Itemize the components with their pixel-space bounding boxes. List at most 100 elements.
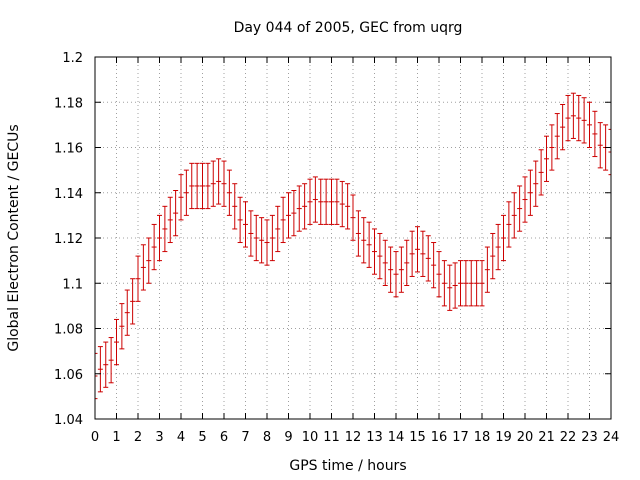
data-point xyxy=(398,246,404,293)
x-tick-label: 8 xyxy=(263,430,271,445)
data-point xyxy=(576,94,582,142)
data-point xyxy=(264,219,270,266)
y-axis-label: Global Electron Content / GECUs xyxy=(6,124,22,351)
data-point xyxy=(312,176,318,223)
data-point xyxy=(210,160,216,207)
data-point xyxy=(200,162,205,210)
data-point xyxy=(97,346,103,393)
data-point xyxy=(447,264,453,311)
data-point xyxy=(495,223,501,271)
data-point xyxy=(415,226,420,273)
data-point xyxy=(216,158,222,205)
x-tick-label: 20 xyxy=(517,430,534,445)
data-point xyxy=(431,242,437,289)
data-point xyxy=(377,232,383,280)
data-point xyxy=(140,244,146,291)
data-point xyxy=(194,162,200,210)
data-point xyxy=(221,160,227,207)
data-point xyxy=(119,303,125,350)
data-point xyxy=(248,210,254,257)
data-point xyxy=(167,196,173,244)
data-point xyxy=(570,92,576,139)
chart-title: Day 044 of 2005, GEC from uqrg xyxy=(234,20,463,36)
data-point xyxy=(565,94,571,142)
data-point xyxy=(189,162,195,210)
data-point xyxy=(286,192,291,239)
data-point xyxy=(538,149,544,196)
data-point xyxy=(425,235,431,282)
y-tick-label: 1.18 xyxy=(54,96,83,111)
data-point xyxy=(404,239,410,287)
x-tick-label: 0 xyxy=(91,430,99,445)
data-point xyxy=(183,169,189,216)
data-point xyxy=(597,122,603,169)
x-tick-label: 24 xyxy=(603,430,620,445)
data-point xyxy=(226,169,232,216)
data-point xyxy=(458,260,463,307)
data-point xyxy=(323,178,329,225)
data-point xyxy=(592,110,598,158)
x-tick-label: 2 xyxy=(134,430,142,445)
x-tick-label: 19 xyxy=(495,430,512,445)
x-tick-label: 14 xyxy=(388,430,405,445)
data-point xyxy=(151,223,157,271)
x-tick-label: 21 xyxy=(538,430,555,445)
data-point xyxy=(554,113,560,160)
data-point xyxy=(130,278,136,325)
x-tick-label: 6 xyxy=(220,430,228,445)
x-tick-label: 15 xyxy=(409,430,426,445)
data-point xyxy=(361,217,367,264)
data-point xyxy=(350,194,356,241)
data-point xyxy=(522,176,528,223)
x-tick-label: 5 xyxy=(198,430,206,445)
data-point xyxy=(232,183,238,230)
data-series xyxy=(94,92,612,400)
data-point xyxy=(479,260,485,307)
data-point xyxy=(178,174,184,221)
data-point xyxy=(366,221,372,268)
data-point xyxy=(253,214,259,262)
x-tick-label: 4 xyxy=(177,430,185,445)
data-point xyxy=(506,201,512,248)
data-point xyxy=(318,178,324,225)
x-tick-label: 10 xyxy=(302,430,319,445)
data-point xyxy=(511,192,517,239)
y-tick-label: 1.14 xyxy=(54,187,83,202)
data-point xyxy=(237,196,243,244)
data-point xyxy=(463,260,469,307)
x-tick-label: 18 xyxy=(474,430,491,445)
data-point xyxy=(345,183,351,230)
data-point xyxy=(527,169,533,216)
x-tick-label: 1 xyxy=(112,430,120,445)
data-point xyxy=(280,196,286,244)
x-tick-label: 9 xyxy=(284,430,292,445)
data-point xyxy=(355,210,361,257)
data-point xyxy=(334,178,340,225)
data-point xyxy=(259,217,265,264)
data-point xyxy=(302,183,308,230)
data-point xyxy=(296,185,302,232)
y-tick-label: 1.12 xyxy=(54,232,83,247)
data-point xyxy=(420,230,426,277)
x-tick-label: 11 xyxy=(323,430,340,445)
x-axis-label: GPS time / hours xyxy=(289,458,406,474)
data-point xyxy=(275,205,281,253)
data-point xyxy=(409,230,415,277)
x-tick-label: 16 xyxy=(431,430,448,445)
data-point xyxy=(490,232,496,280)
x-tick-label: 12 xyxy=(345,430,362,445)
data-point xyxy=(205,162,211,210)
data-point xyxy=(544,135,549,182)
data-point xyxy=(441,260,447,307)
data-point xyxy=(291,189,297,237)
data-point xyxy=(436,251,442,298)
data-point xyxy=(474,260,480,307)
data-point xyxy=(269,214,275,262)
data-point xyxy=(517,185,523,232)
data-point xyxy=(157,214,162,262)
x-tick-label: 3 xyxy=(155,430,163,445)
data-point xyxy=(173,189,179,237)
data-point xyxy=(587,101,592,148)
data-point xyxy=(146,237,152,284)
